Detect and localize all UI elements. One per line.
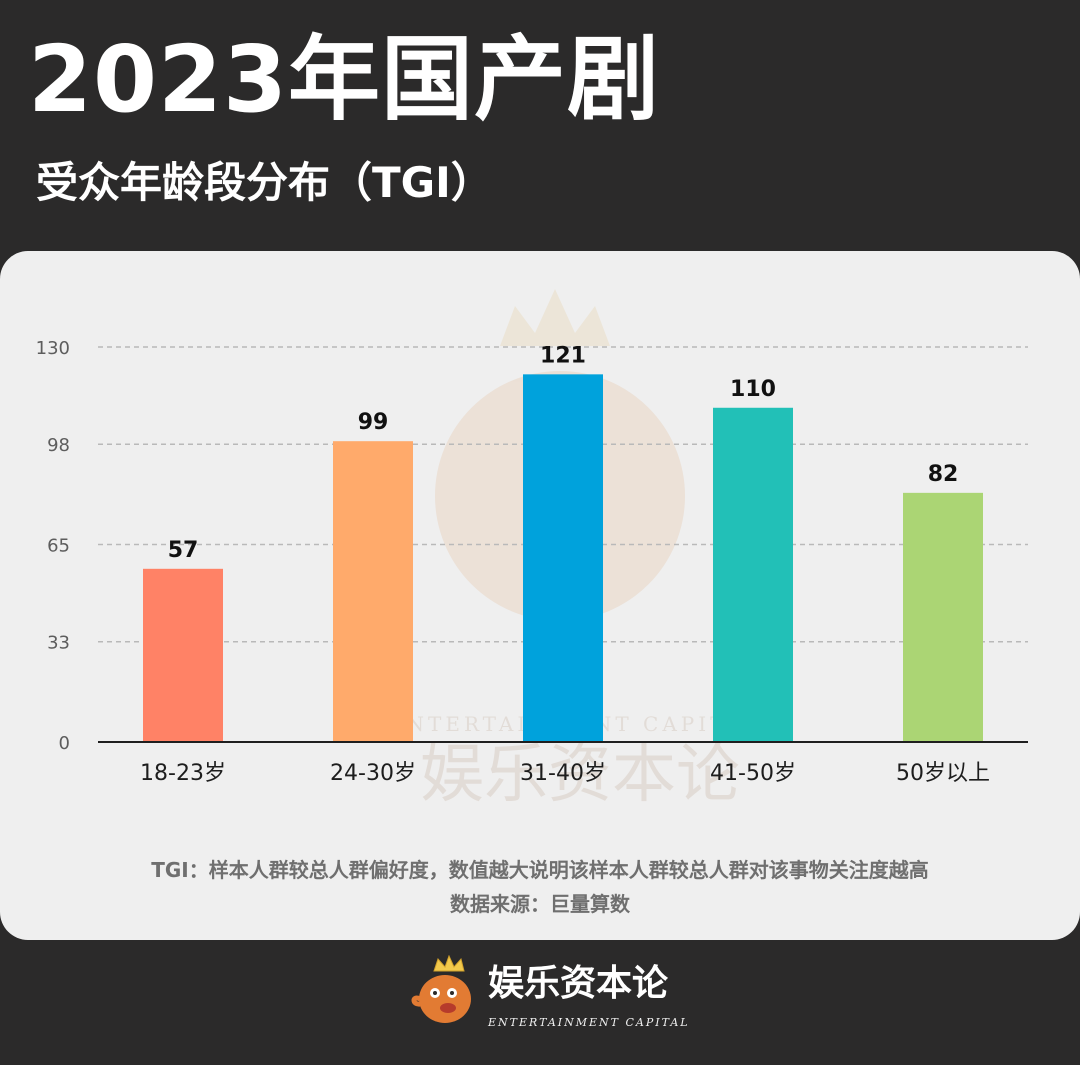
bar-value-label: 82 [928, 462, 959, 487]
chart-note: TGI：样本人群较总人群偏好度，数值越大说明该样本人群较总人群对该事物关注度越高 [151, 858, 929, 882]
watermark-crown-icon [500, 289, 610, 346]
bar-value-label: 99 [358, 410, 389, 435]
x-tick-label: 24-30岁 [330, 761, 416, 786]
data-source: 数据来源：巨量算数 [450, 892, 630, 916]
bar [713, 407, 793, 742]
x-tick-label: 50岁以上 [896, 761, 990, 786]
bar [903, 492, 983, 742]
brand-mascot-icon [411, 955, 471, 1023]
watermark-brand: 娱乐资本论 [420, 738, 740, 812]
brand-subtitle: ENTERTAINMENT CAPITAL [488, 1016, 690, 1029]
bar-value-label: 57 [168, 538, 199, 563]
brand-name: 娱乐资本论 [488, 962, 669, 1004]
y-tick-label: 33 [47, 633, 70, 654]
bar [143, 568, 223, 742]
page-subtitle: 受众年龄段分布（TGI） [36, 158, 493, 207]
page-title: 2023年国产剧 [28, 26, 661, 133]
x-tick-label: 41-50岁 [710, 761, 796, 786]
y-tick-label: 98 [47, 435, 70, 456]
x-tick-label: 18-23岁 [140, 761, 226, 786]
footer-logo: 娱乐资本论 ENTERTAINMENT CAPITAL [410, 955, 688, 1037]
chart-card: 娱乐资本论 ENTERTAINMENT CAPITAL 0 33 65 98 130 5… [0, 251, 1080, 940]
y-tick-label: 0 [59, 733, 70, 754]
x-tick-label: 31-40岁 [520, 761, 606, 786]
bar [333, 441, 413, 742]
y-tick-label: 65 [47, 536, 70, 557]
y-tick-label: 130 [36, 338, 70, 359]
bar [523, 374, 603, 742]
bar-value-label: 121 [540, 343, 586, 368]
bar-value-label: 110 [730, 377, 776, 402]
